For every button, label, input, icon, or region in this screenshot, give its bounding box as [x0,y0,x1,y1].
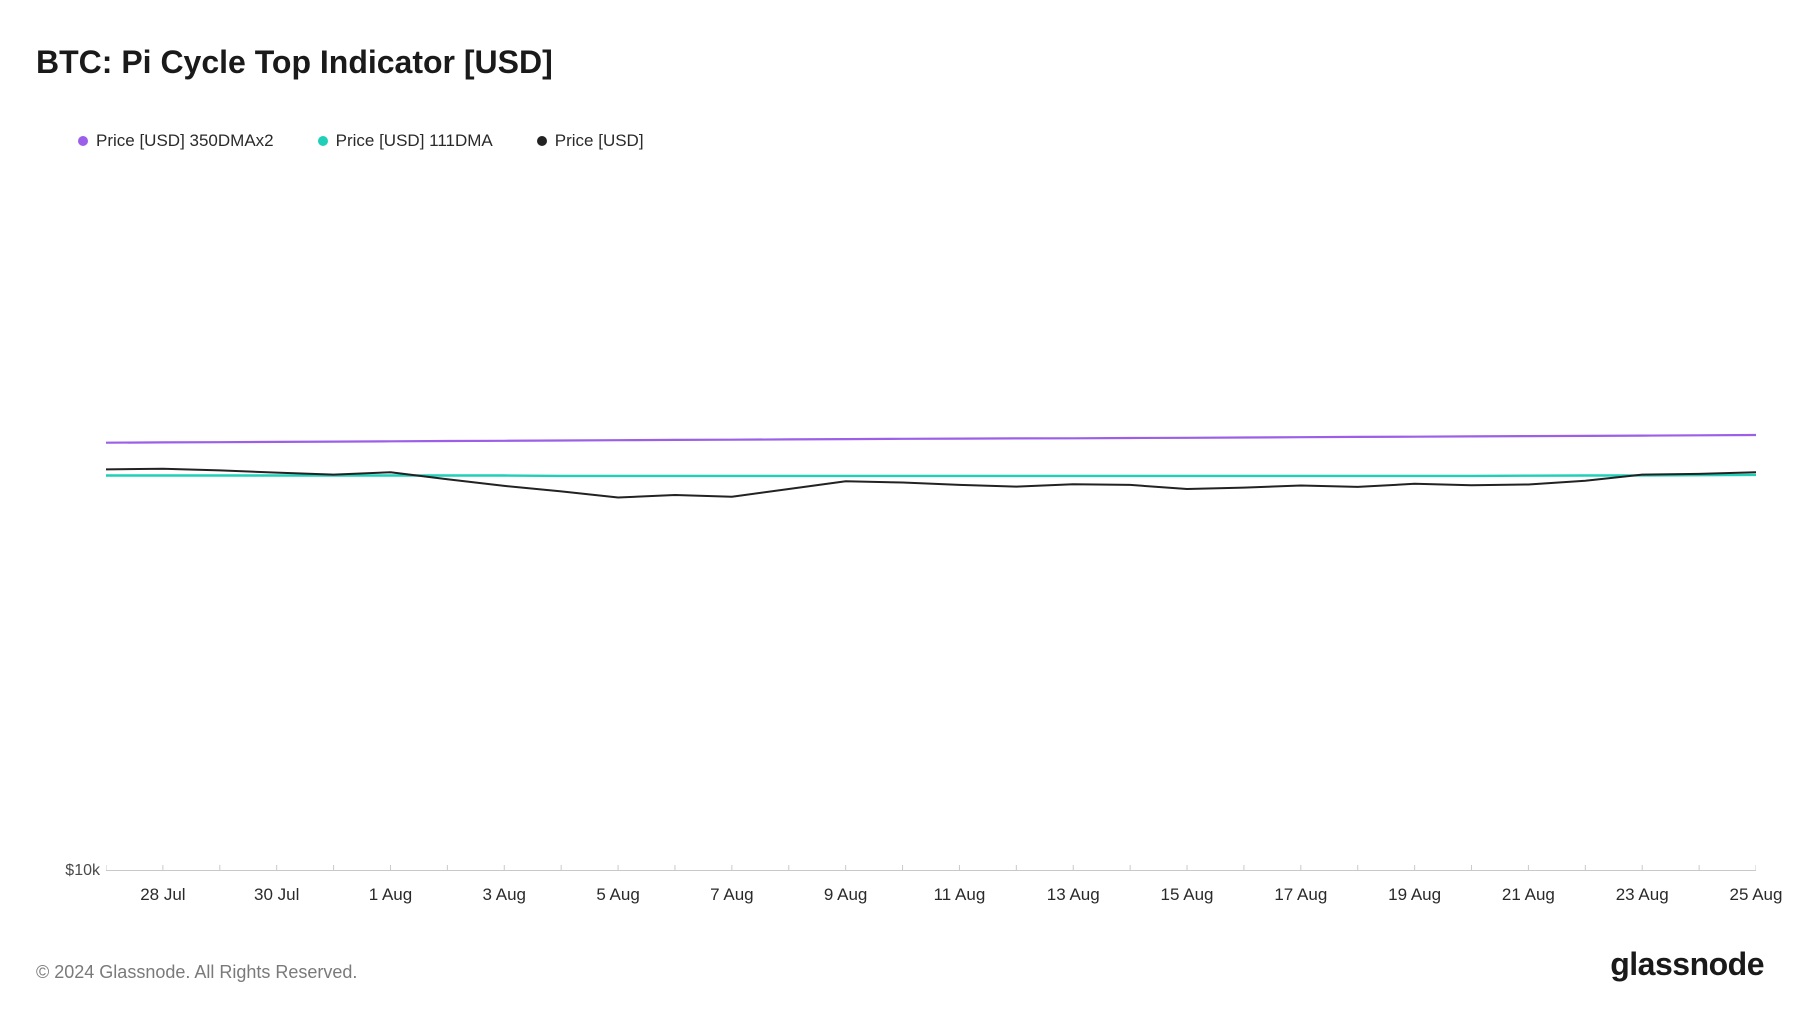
x-axis-tick: 9 Aug [824,885,868,905]
x-axis-tick: 25 Aug [1730,885,1783,905]
chart-title: BTC: Pi Cycle Top Indicator [USD] [36,44,1764,81]
x-axis-tick: 21 Aug [1502,885,1555,905]
x-axis-tick: 5 Aug [596,885,640,905]
x-axis-tick: 15 Aug [1161,885,1214,905]
x-axis-tick: 19 Aug [1388,885,1441,905]
brand-logo: glassnode [1610,946,1764,983]
legend-item[interactable]: Price [USD] [537,131,644,151]
legend-item[interactable]: Price [USD] 111DMA [318,131,493,151]
chart-svg [106,159,1756,871]
legend-dot-icon [537,136,547,146]
x-axis-tick: 13 Aug [1047,885,1100,905]
series-line [106,475,1756,476]
x-axis-tick: 3 Aug [483,885,527,905]
legend-dot-icon [78,136,88,146]
legend-item[interactable]: Price [USD] 350DMAx2 [78,131,274,151]
x-axis-tick: 1 Aug [369,885,413,905]
chart-container: BTC: Pi Cycle Top Indicator [USD] Price … [0,0,1800,1013]
x-axis-tick: 23 Aug [1616,885,1669,905]
chart-plot-area: $10k28 Jul30 Jul1 Aug3 Aug5 Aug7 Aug9 Au… [106,159,1756,871]
x-axis-tick: 30 Jul [254,885,299,905]
x-axis-tick: 28 Jul [140,885,185,905]
y-axis-tick: $10k [65,862,100,880]
legend-label: Price [USD] 350DMAx2 [96,131,274,151]
legend-label: Price [USD] [555,131,644,151]
x-axis-tick: 7 Aug [710,885,754,905]
series-line [106,435,1756,443]
footer: © 2024 Glassnode. All Rights Reserved. g… [36,946,1764,983]
legend: Price [USD] 350DMAx2 Price [USD] 111DMA Pr… [78,131,1764,151]
series-line [106,469,1756,498]
x-axis-tick: 11 Aug [934,885,986,905]
x-axis-tick: 17 Aug [1274,885,1327,905]
copyright-text: © 2024 Glassnode. All Rights Reserved. [36,962,357,983]
legend-label: Price [USD] 111DMA [336,131,493,151]
legend-dot-icon [318,136,328,146]
